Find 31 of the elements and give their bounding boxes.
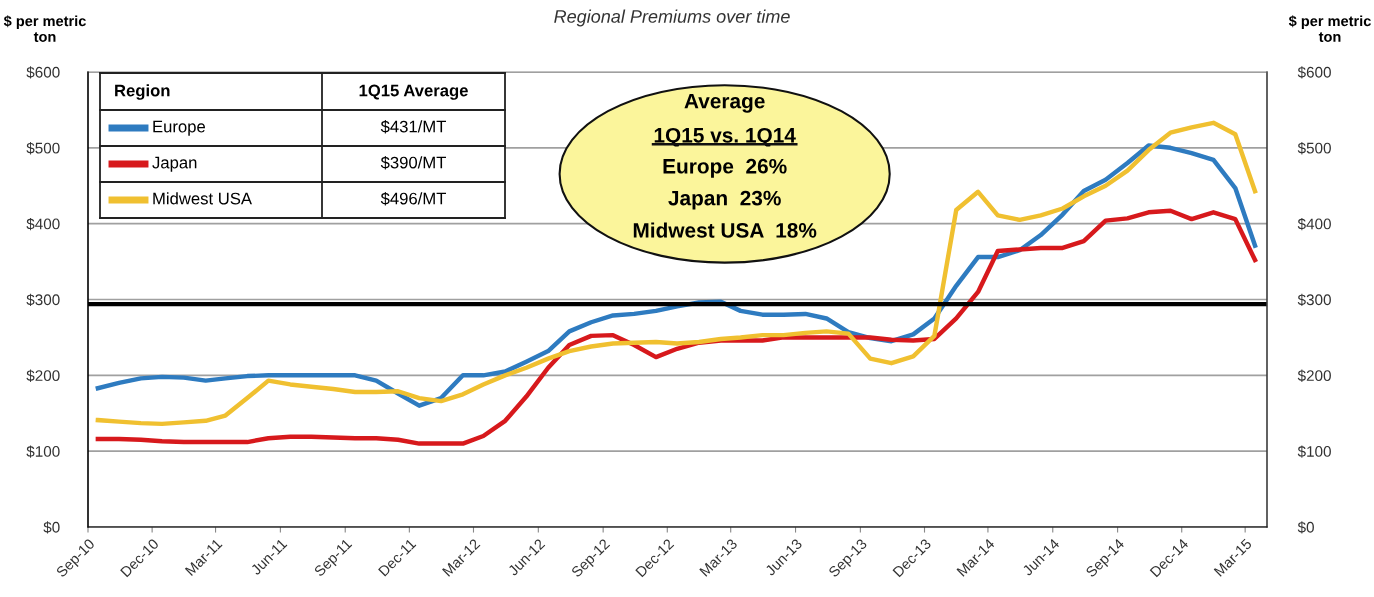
y2-tick-label: $400 (1297, 217, 1331, 231)
annotation: $390/MT (380, 155, 447, 170)
y-tick-label: $300 (26, 293, 60, 307)
y2-tick-label: $600 (1297, 66, 1331, 79)
annotation: $431/MT (380, 119, 447, 134)
y2-tick-label: $500 (1297, 142, 1331, 155)
legend-title: Region (115, 84, 170, 100)
y-tick-label: $400 (26, 217, 60, 231)
y2-tick-label: $200 (1297, 369, 1331, 382)
y-axis-title: $ per metric ton (3, 15, 86, 42)
annotation: 1Q15 vs. 1Q14 (654, 127, 796, 147)
legend-label: Europe (153, 120, 205, 136)
legend-label: Midwest USA (153, 192, 252, 205)
annotation: Japan 23% (668, 190, 781, 210)
annotation: Average (684, 93, 765, 113)
annotation: 1Q15 Average (359, 84, 468, 100)
annotation: $496/MT (380, 191, 447, 206)
line-series (95, 208, 1258, 446)
chart-title: Regional Premiums over time (554, 9, 790, 27)
annotation: Midwest USA 18% (633, 222, 817, 238)
y2-tick-label: $0 (1297, 521, 1314, 534)
y-tick-label: $100 (26, 445, 60, 458)
y-tick-label: $0 (43, 521, 60, 534)
annotation: Europe 26% (663, 158, 787, 178)
y2-axis-title: $ per metric ton (1288, 15, 1371, 42)
y2-tick-label: $300 (1297, 293, 1331, 307)
y-tick-label: $600 (26, 66, 60, 79)
y2-tick-label: $100 (1297, 445, 1331, 458)
y-tick-label: $200 (26, 369, 60, 382)
y-tick-label: $500 (26, 142, 60, 155)
legend-label: Japan (152, 156, 197, 172)
